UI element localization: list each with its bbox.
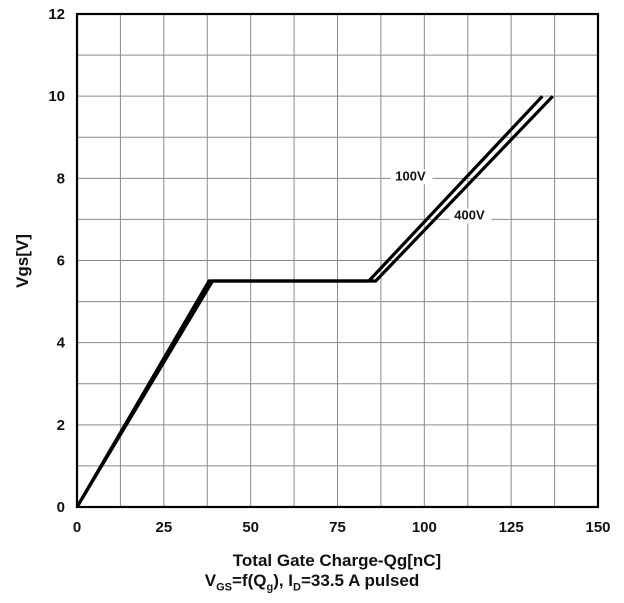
series-label-400v: 400V	[454, 207, 485, 222]
caption-v-sub: GS	[216, 581, 232, 594]
caption-q-sub: g	[266, 581, 274, 594]
series-label-bg	[390, 169, 433, 185]
y-tick-label: 0	[57, 499, 65, 516]
x-axis-title: Total Gate Charge-Qg[nC]	[233, 551, 441, 570]
caption-i: ), I	[273, 571, 294, 590]
x-tick-label: 125	[499, 519, 524, 536]
x-tick-label: 150	[585, 519, 610, 536]
x-tick-label: 0	[73, 519, 81, 536]
x-tick-labels: 0 25 50 75 100 125 150	[73, 519, 611, 536]
y-tick-label: 6	[57, 253, 65, 270]
grid-lines	[76, 13, 599, 508]
series-label-bg	[449, 208, 492, 224]
caption-f: =f(Q	[231, 571, 267, 590]
caption-v: V	[204, 571, 217, 590]
x-tick-label: 75	[329, 519, 346, 536]
plot-frame	[75, 12, 600, 509]
y-tick-label: 2	[57, 417, 65, 434]
y-tick-label: 4	[57, 335, 66, 352]
series-labels: 100V 400V	[390, 168, 492, 224]
series-label-100v: 100V	[395, 168, 426, 183]
x-tick-label: 100	[412, 519, 437, 536]
y-tick-label: 8	[57, 170, 65, 187]
y-axis-title: Vgs[V]	[13, 234, 32, 288]
y-tick-label: 10	[48, 88, 65, 105]
chart-caption: VGS=f(Qg), ID=33.5 A pulsed	[0, 571, 624, 593]
y-tick-label: 12	[48, 6, 65, 23]
caption-i-sub: D	[293, 581, 301, 594]
y-tick-labels: 0 2 4 6 8 10 12	[48, 6, 65, 516]
caption-rest: =33.5 A pulsed	[301, 571, 420, 590]
series-lines	[75, 95, 554, 508]
x-tick-label: 50	[242, 519, 259, 536]
x-tick-label: 25	[155, 519, 172, 536]
series-line-400v	[75, 95, 554, 508]
